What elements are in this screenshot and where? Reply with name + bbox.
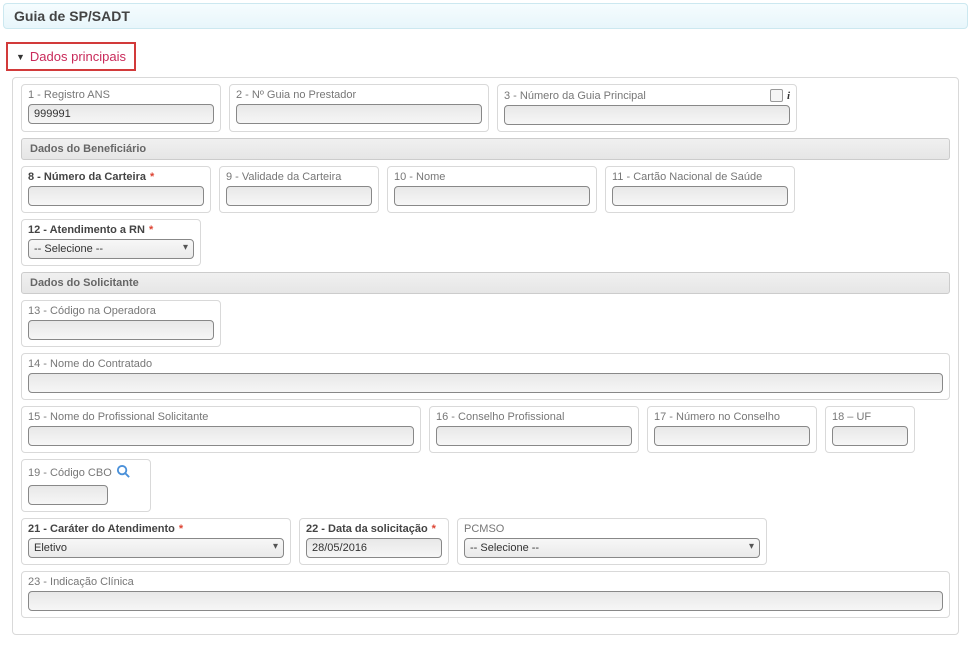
search-icon[interactable] [116,464,131,482]
field-codigo-cbo: 19 - Código CBO [21,459,151,512]
checkbox-guia-principal[interactable] [770,89,783,102]
select-carater-atendimento[interactable]: Eletivo [28,538,284,558]
field-indicacao-clinica: 23 - Indicação Clínica [21,571,950,618]
page-title: Guia de SP/SADT [14,8,957,24]
label-pcmso: PCMSO [464,523,760,535]
field-codigo-operadora: 13 - Código na Operadora [21,300,221,347]
label-cartao-nacional: 11 - Cartão Nacional de Saúde [612,171,788,183]
field-guia-principal: 3 - Número da Guia Principal i [497,84,797,132]
required-asterisk: * [150,171,154,183]
input-registro-ans[interactable] [28,104,214,124]
page-title-bar: Guia de SP/SADT [3,3,968,29]
field-nome: 10 - Nome [387,166,597,213]
label-carater-atendimento: 21 - Caráter do Atendimento [28,523,175,535]
input-uf[interactable] [832,426,908,446]
field-pcmso: PCMSO -- Selecione -- [457,518,767,565]
field-numero-conselho: 17 - Número no Conselho [647,406,817,453]
input-guia-principal[interactable] [504,105,790,125]
field-atendimento-rn: 12 - Atendimento a RN * -- Selecione -- [21,219,201,266]
info-icon[interactable]: i [787,90,790,102]
input-validade-carteira[interactable] [226,186,372,206]
input-guia-prestador[interactable] [236,104,482,124]
input-nome-contratado[interactable] [28,373,943,393]
input-numero-carteira[interactable] [28,186,204,206]
section-main-header[interactable]: ▼ Dados principais [6,42,136,71]
field-numero-carteira: 8 - Número da Carteira * [21,166,211,213]
label-numero-carteira: 8 - Número da Carteira [28,171,146,183]
field-profissional-solicitante: 15 - Nome do Profissional Solicitante [21,406,421,453]
field-registro-ans: 1 - Registro ANS [21,84,221,132]
label-guia-prestador: 2 - Nº Guia no Prestador [236,89,482,101]
input-codigo-cbo[interactable] [28,485,108,505]
input-cartao-nacional[interactable] [612,186,788,206]
input-numero-conselho[interactable] [654,426,810,446]
subsection-solicitante: Dados do Solicitante [21,272,950,294]
label-validade-carteira: 9 - Validade da Carteira [226,171,372,183]
label-guia-principal: 3 - Número da Guia Principal [504,90,646,102]
section-main-label: Dados principais [30,49,126,64]
required-asterisk: * [149,224,153,236]
input-data-solicitacao[interactable] [306,538,442,558]
field-guia-prestador: 2 - Nº Guia no Prestador [229,84,489,132]
field-validade-carteira: 9 - Validade da Carteira [219,166,379,213]
field-conselho-profissional: 16 - Conselho Profissional [429,406,639,453]
label-registro-ans: 1 - Registro ANS [28,89,214,101]
select-pcmso[interactable]: -- Selecione -- [464,538,760,558]
label-uf: 18 – UF [832,411,908,423]
label-codigo-cbo: 19 - Código CBO [28,467,112,479]
field-nome-contratado: 14 - Nome do Contratado [21,353,950,400]
label-indicacao-clinica: 23 - Indicação Clínica [28,576,943,588]
required-asterisk: * [179,523,183,535]
field-uf: 18 – UF [825,406,915,453]
field-carater-atendimento: 21 - Caráter do Atendimento * Eletivo [21,518,291,565]
label-nome-contratado: 14 - Nome do Contratado [28,358,943,370]
select-atendimento-rn[interactable]: -- Selecione -- [28,239,194,259]
collapse-arrow-icon: ▼ [16,52,25,62]
label-data-solicitacao: 22 - Data da solicitação [306,523,428,535]
label-nome: 10 - Nome [394,171,590,183]
input-nome[interactable] [394,186,590,206]
input-conselho-profissional[interactable] [436,426,632,446]
input-codigo-operadora[interactable] [28,320,214,340]
label-atendimento-rn: 12 - Atendimento a RN [28,224,145,236]
input-indicacao-clinica[interactable] [28,591,943,611]
label-profissional-solicitante: 15 - Nome do Profissional Solicitante [28,411,414,423]
field-data-solicitacao: 22 - Data da solicitação * [299,518,449,565]
label-conselho-profissional: 16 - Conselho Profissional [436,411,632,423]
required-asterisk: * [432,523,436,535]
input-profissional-solicitante[interactable] [28,426,414,446]
label-numero-conselho: 17 - Número no Conselho [654,411,810,423]
subsection-beneficiario: Dados do Beneficiário [21,138,950,160]
main-content: 1 - Registro ANS 2 - Nº Guia no Prestado… [12,77,959,635]
label-codigo-operadora: 13 - Código na Operadora [28,305,214,317]
field-cartao-nacional: 11 - Cartão Nacional de Saúde [605,166,795,213]
